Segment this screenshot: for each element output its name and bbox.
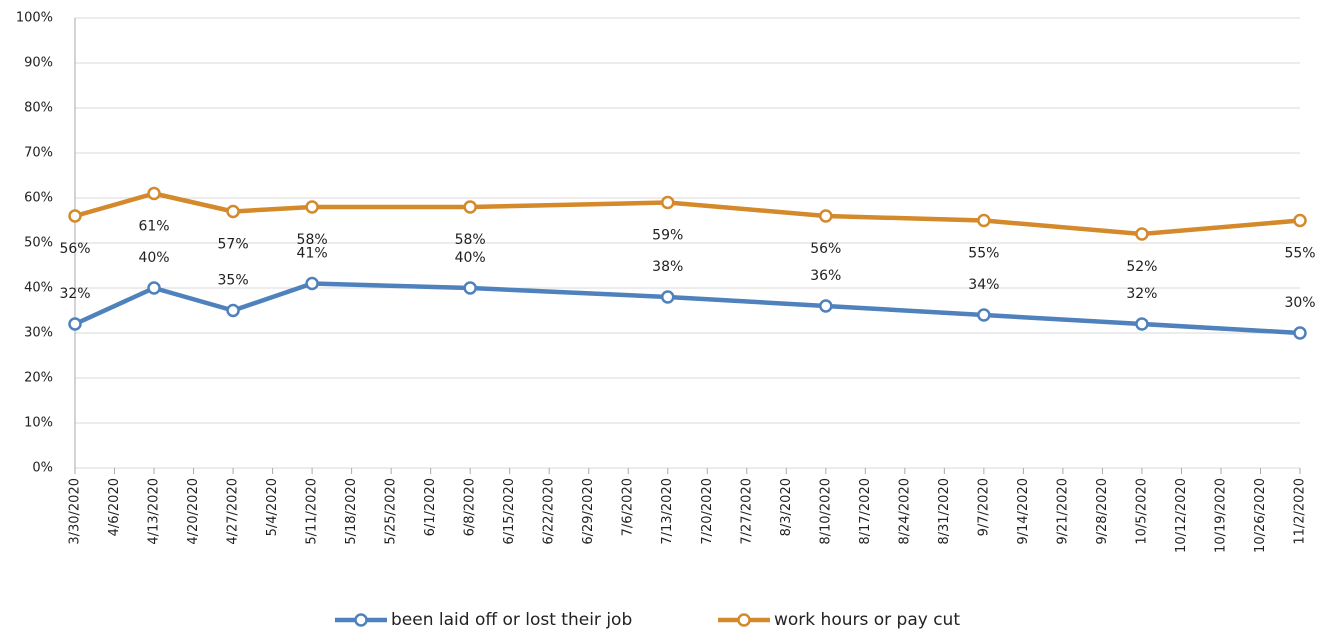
x-tick-label: 10/19/2020 [1213, 478, 1228, 553]
x-tick-label: 7/6/2020 [621, 478, 636, 536]
data-label: 35% [218, 273, 249, 289]
x-tick-label: 8/17/2020 [858, 478, 873, 545]
y-tick-label: 70% [24, 146, 53, 161]
x-tick-label: 4/13/2020 [147, 478, 162, 545]
point [819, 209, 833, 223]
data-label: 61% [138, 219, 169, 235]
x-tick-label: 3/30/2020 [68, 478, 83, 545]
point [1293, 326, 1307, 340]
point [226, 303, 240, 318]
x-tick-label: 6/8/2020 [463, 478, 478, 536]
point [660, 290, 675, 304]
data-label: 34% [968, 277, 999, 293]
x-tick-label: 8/3/2020 [779, 478, 794, 536]
data-label: 36% [810, 268, 841, 284]
x-tick-label: 10/12/2020 [1174, 478, 1189, 553]
point [305, 200, 319, 214]
legend-marker [737, 613, 751, 627]
x-tick-label: 6/22/2020 [542, 478, 557, 545]
point [463, 281, 477, 295]
data-label: 40% [138, 250, 169, 266]
point [68, 317, 82, 331]
data-label: 32% [1126, 286, 1157, 302]
point [147, 281, 161, 295]
data-label: 38% [652, 259, 683, 275]
data-label: 30% [1284, 295, 1315, 311]
data-label: 32% [59, 286, 90, 302]
x-tick-label: 9/21/2020 [1055, 478, 1070, 545]
y-tick-label: 90% [24, 56, 53, 71]
point [305, 276, 319, 291]
x-tick-label: 6/1/2020 [423, 478, 438, 536]
legend-label: been laid off or lost their job [391, 610, 632, 630]
series-line [74, 281, 1301, 336]
x-tick-label: 5/18/2020 [344, 478, 359, 545]
x-tick-label: 7/13/2020 [660, 478, 675, 545]
x-tick-label: 5/4/2020 [265, 478, 280, 536]
point [1293, 213, 1307, 228]
x-tick-label: 9/7/2020 [976, 478, 991, 536]
x-tick-label: 9/28/2020 [1095, 478, 1110, 545]
data-label: 58% [297, 232, 328, 248]
data-label: 41% [297, 246, 328, 262]
point [463, 200, 477, 214]
x-tick-label: 10/26/2020 [1253, 478, 1268, 553]
x-tick-label: 9/14/2020 [1016, 478, 1031, 545]
point [1135, 317, 1149, 331]
y-tick-label: 10% [24, 416, 53, 431]
point [977, 308, 991, 322]
x-tick-label: 4/20/2020 [186, 478, 201, 545]
x-tick-label: 10/5/2020 [1134, 478, 1149, 545]
point [977, 213, 991, 228]
x-tick-label: 7/27/2020 [739, 478, 754, 545]
y-tick-label: 30% [24, 326, 53, 341]
y-tick-label: 60% [24, 191, 53, 206]
point [68, 209, 82, 223]
data-label: 58% [455, 232, 486, 248]
x-tick-label: 7/20/2020 [700, 478, 715, 545]
x-tick-label: 4/27/2020 [226, 478, 241, 545]
point [226, 204, 240, 219]
x-tick-label: 6/15/2020 [502, 478, 517, 545]
data-label: 59% [652, 228, 683, 244]
y-tick-label: 40% [24, 281, 53, 296]
data-label: 40% [455, 250, 486, 266]
point [147, 186, 161, 201]
data-label: 55% [968, 246, 999, 262]
x-tick-label: 8/10/2020 [818, 478, 833, 545]
data-label: 56% [810, 241, 841, 257]
x-tick-label: 8/31/2020 [937, 478, 952, 545]
x-tick-label: 5/25/2020 [384, 478, 399, 545]
data-label: 57% [218, 237, 249, 253]
point [660, 195, 675, 210]
series-line [74, 191, 1301, 237]
x-tick-label: 6/29/2020 [581, 478, 596, 545]
x-tick-label: 5/11/2020 [305, 478, 320, 545]
x-tick-label: 8/24/2020 [897, 478, 912, 545]
legend-label: work hours or pay cut [774, 610, 960, 630]
y-tick-label: 0% [32, 461, 53, 476]
x-tick-label: 11/2/2020 [1293, 478, 1308, 545]
data-label: 56% [59, 241, 90, 257]
y-tick-label: 100% [16, 11, 53, 26]
y-tick-label: 50% [24, 236, 53, 251]
data-label: 55% [1284, 246, 1315, 262]
point [819, 299, 833, 313]
x-tick-label: 4/6/2020 [107, 478, 122, 536]
data-label: 52% [1126, 259, 1157, 275]
y-tick-label: 80% [24, 101, 53, 116]
y-tick-label: 20% [24, 371, 53, 386]
legend-marker [354, 613, 368, 627]
point [1135, 227, 1149, 241]
